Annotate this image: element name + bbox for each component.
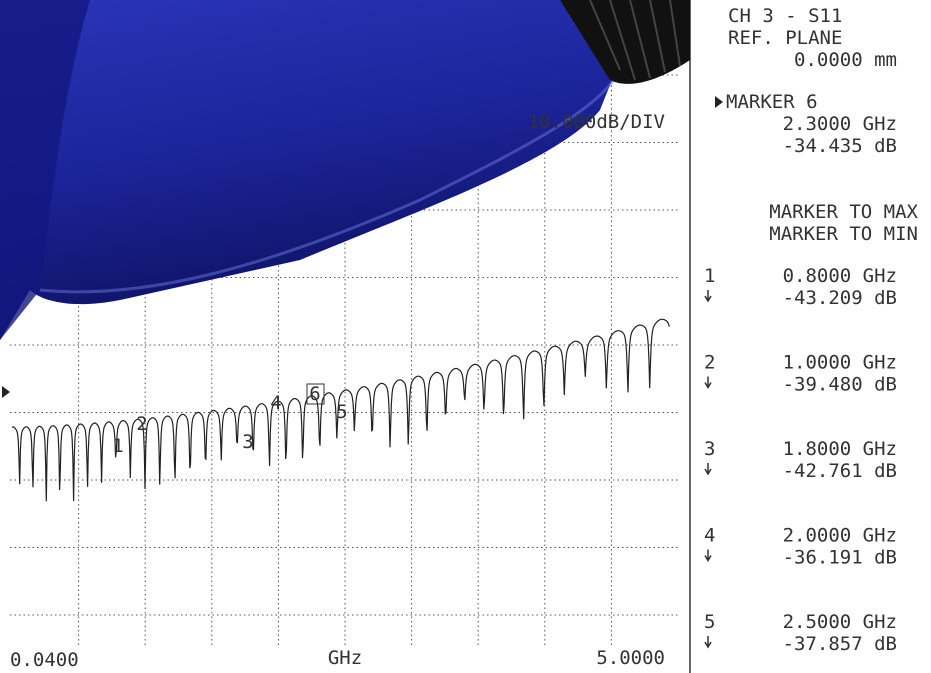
marker-freq: 0.8000 GHz [783,265,897,287]
axis-stop: 5.0000 [596,647,665,669]
active-freq: 2.3000 GHz [783,113,897,135]
trace-marker-label: 6 [309,383,320,405]
trace-marker-label: 4 [270,392,281,414]
ref-plane: REF. PLANE [728,27,842,49]
screen: CH 3 - S11 REF. PLANE 0.0000 mm MARKER 6… [0,0,931,673]
marker-value: -39.480 dB [783,374,897,396]
marker-value: -43.209 dB [783,287,897,309]
axis-start: 0.0400 [10,649,79,671]
active-value: -34.435 dB [783,135,897,157]
marker-arrow [705,377,711,388]
marker-arrow [705,290,711,301]
marker-value: -36.191 dB [783,547,897,569]
marker-id: 1 [704,265,715,287]
active-pointer [715,96,723,108]
marker-arrow [705,463,711,474]
marker-freq: 1.8000 GHz [783,438,897,460]
marker-id: 5 [704,611,715,633]
trace-marker-label: 3 [242,431,253,453]
marker-freq: 2.0000 GHz [783,525,897,547]
marker-id: 4 [704,525,715,547]
marker-freq: 1.0000 GHz [783,352,897,374]
axis-unit: GHz [328,647,362,669]
menu-item[interactable]: MARKER TO MAX [769,201,918,223]
active-marker: MARKER 6 [726,91,818,113]
trace-marker-label: 1 [112,435,123,457]
marker-arrow [705,636,711,647]
ref-pointer [2,386,10,398]
marker-id: 2 [704,352,715,374]
marker-value: -42.761 dB [783,460,897,482]
menu-item[interactable]: MARKER TO MIN [769,223,918,245]
channel: CH 3 - S11 [728,5,842,27]
marker-freq: 2.5000 GHz [783,611,897,633]
trace-marker-label: 5 [336,401,347,423]
scale: 10.000dB/DIV [528,111,665,133]
ref-value: 0.0000 mm [794,49,897,71]
marker-value: -37.857 dB [783,633,897,655]
trace-marker-label: 2 [136,413,147,435]
marker-id: 3 [704,438,715,460]
marker-arrow [705,550,711,561]
